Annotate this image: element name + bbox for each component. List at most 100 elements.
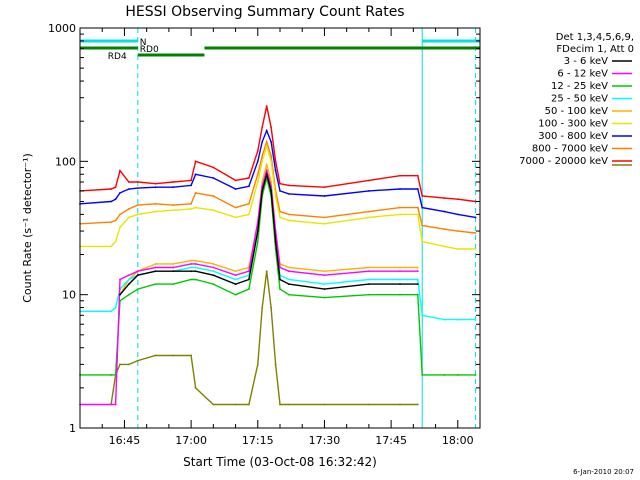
data-point xyxy=(265,270,268,273)
data-point xyxy=(270,306,273,309)
data-point xyxy=(136,274,139,277)
data-point xyxy=(323,216,326,219)
timestamp: 6-Jan-2010 20:07 xyxy=(573,468,634,476)
data-point xyxy=(234,179,237,182)
data-point xyxy=(190,259,193,262)
legend: Det 1,3,4,5,6,9,FDecim 1, Att 03 - 6 keV… xyxy=(519,32,634,167)
data-point xyxy=(456,248,459,250)
data-point xyxy=(416,188,419,190)
data-point xyxy=(287,184,290,187)
data-point xyxy=(323,403,326,406)
data-point xyxy=(265,105,268,107)
data-point xyxy=(154,202,157,205)
data-point xyxy=(194,386,197,389)
data-point xyxy=(456,318,459,321)
data-point xyxy=(474,248,477,250)
data-point xyxy=(194,191,197,194)
data-point xyxy=(114,403,117,406)
data-point xyxy=(323,270,326,273)
data-point xyxy=(274,240,277,243)
data-point xyxy=(127,283,130,286)
data-point xyxy=(421,374,424,376)
data-point xyxy=(474,318,477,321)
data-point xyxy=(261,160,264,163)
data-point xyxy=(194,160,197,163)
data-point xyxy=(194,270,197,273)
data-point xyxy=(154,354,157,357)
data-point xyxy=(136,181,139,183)
flag-label: RD0 xyxy=(140,45,159,55)
data-point xyxy=(323,222,326,225)
legend-label: 7000 - 20000 keV xyxy=(519,156,608,167)
data-point xyxy=(172,181,175,183)
legend-label: 50 - 100 keV xyxy=(545,106,609,117)
data-point xyxy=(212,403,215,406)
data-point xyxy=(119,363,121,366)
data-point xyxy=(190,263,193,265)
data-point xyxy=(114,240,117,243)
data-point xyxy=(443,210,446,213)
data-point xyxy=(261,190,264,192)
data-point xyxy=(399,403,401,406)
data-point xyxy=(190,278,193,281)
data-point xyxy=(212,195,215,197)
data-point xyxy=(172,209,175,212)
data-point xyxy=(194,266,197,269)
data-point xyxy=(270,140,273,143)
data-point xyxy=(367,283,370,286)
data-point xyxy=(270,160,273,163)
data-point xyxy=(127,188,130,190)
data-point xyxy=(367,403,370,406)
data-point xyxy=(399,283,401,286)
data-point xyxy=(256,181,259,183)
data-point xyxy=(399,206,401,209)
legend-label: 100 - 300 keV xyxy=(538,119,608,130)
data-point xyxy=(287,213,290,216)
data-point xyxy=(247,185,250,188)
data-point xyxy=(474,216,477,219)
data-point xyxy=(119,191,121,194)
data-point xyxy=(172,270,175,273)
data-point xyxy=(127,181,130,183)
data-point xyxy=(323,274,326,277)
data-point xyxy=(456,374,459,376)
legend-label: 25 - 50 keV xyxy=(551,94,608,105)
data-point xyxy=(287,283,290,286)
data-point xyxy=(190,179,193,182)
data-point xyxy=(190,207,193,210)
data-point xyxy=(154,266,157,269)
data-point xyxy=(416,270,419,273)
data-point xyxy=(110,403,113,406)
data-point xyxy=(265,129,268,132)
legend-header: Det 1,3,4,5,6,9, xyxy=(556,32,634,43)
data-point xyxy=(212,209,215,212)
data-point xyxy=(443,197,446,199)
data-point xyxy=(190,266,193,269)
data-point xyxy=(265,169,268,172)
data-point xyxy=(212,166,215,169)
data-point xyxy=(194,173,197,176)
data-point xyxy=(399,270,401,273)
data-point xyxy=(127,216,130,219)
data-point xyxy=(256,363,259,366)
series-line xyxy=(79,105,476,203)
data-point xyxy=(190,270,193,273)
data-point xyxy=(367,216,370,219)
data-point xyxy=(234,216,237,219)
data-point xyxy=(194,259,197,262)
data-point xyxy=(287,293,290,296)
data-point xyxy=(234,278,237,281)
data-point xyxy=(256,230,259,232)
legend-label: 6 - 12 keV xyxy=(557,69,608,80)
data-point xyxy=(256,149,259,152)
series-line xyxy=(80,143,476,250)
data-point xyxy=(190,202,193,205)
flag-label: N xyxy=(140,38,147,48)
data-point xyxy=(399,174,401,177)
series-line xyxy=(80,177,476,376)
data-point xyxy=(456,213,459,216)
flag-label: RD4 xyxy=(108,52,127,62)
data-point xyxy=(274,195,277,197)
data-point xyxy=(399,213,401,216)
